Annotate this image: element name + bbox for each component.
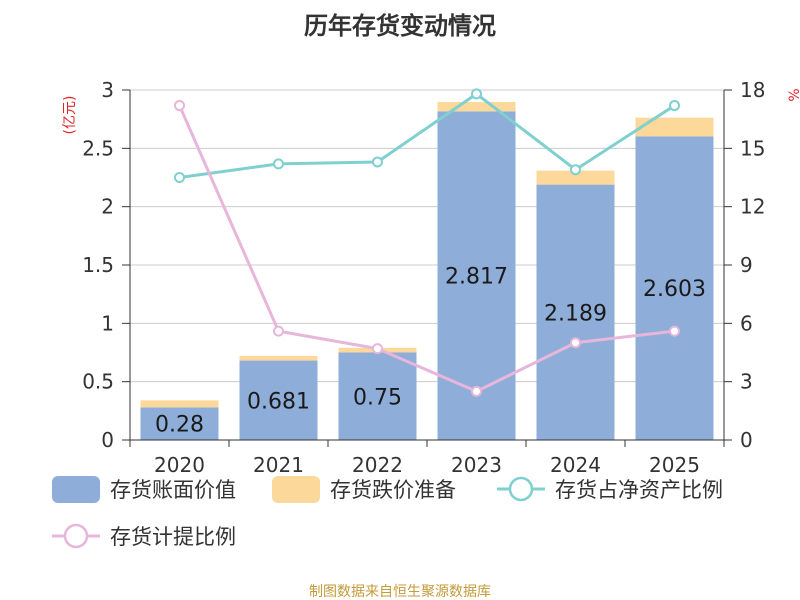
x-axis-tick-label: 2024 <box>550 453 601 477</box>
bar-value-label: 0.28 <box>155 413 204 438</box>
series-lines <box>174 88 680 397</box>
point-net-asset-ratio <box>570 164 581 176</box>
point-net-asset-ratio <box>372 156 383 168</box>
point-net-asset-ratio <box>669 100 680 112</box>
point-net-asset-ratio <box>174 172 185 183</box>
legend-label: 存货计提比例 <box>110 525 236 549</box>
legend-marker <box>508 476 534 502</box>
point-provision-ratio <box>273 325 284 337</box>
point-provision-ratio <box>669 325 680 337</box>
bar-impairment-reserve <box>437 102 516 112</box>
x-axis-tick-label: 2025 <box>649 453 700 477</box>
legend-label: 存货账面价值 <box>110 478 236 502</box>
gridlines <box>130 89 724 383</box>
left-axis-tick-label: 1.5 <box>82 253 114 277</box>
bar-value-label: 2.603 <box>643 277 706 302</box>
line-provision-ratio <box>178 104 675 393</box>
right-axis-tick-label: 18 <box>740 78 765 102</box>
bar-value-label: 2.817 <box>445 265 508 290</box>
bar-book-value <box>239 360 318 440</box>
right-axis-tick-label: 3 <box>740 370 753 394</box>
bar-book-value <box>437 111 516 440</box>
point-net-asset-ratio <box>273 158 284 170</box>
left-axis-unit: (亿元) <box>62 96 78 135</box>
x-axis-tick-label: 2022 <box>352 453 403 477</box>
bar-value-label: 0.75 <box>353 385 402 410</box>
left-axis-tick-label: 0 <box>101 428 114 452</box>
right-axis-unit: % <box>787 88 800 101</box>
legend-label: 存货占净资产比例 <box>555 478 723 502</box>
right-axis-tick-label: 6 <box>740 311 753 335</box>
bar-impairment-reserve <box>536 170 615 185</box>
left-axis-tick-label: 2 <box>101 195 114 219</box>
point-provision-ratio <box>471 385 482 397</box>
line-net-asset-ratio <box>179 92 676 179</box>
axes: 0 0.5 1 1.5 2 2.5 3 0 3 6 9 12 15 18 2020 2021 2022 2023 2… <box>82 78 765 477</box>
x-axis-tick-label: 2023 <box>451 453 502 477</box>
data-source-note: 制图数据来自恒生聚源数据库 <box>309 584 491 600</box>
bar-value-label: 2.189 <box>544 301 607 326</box>
bar-book-value <box>338 352 417 440</box>
right-axis-tick-label: 9 <box>740 253 753 277</box>
legend-swatch <box>52 476 100 503</box>
bars: 0.28 0.681 0.75 2.817 2.189 2.603 <box>140 102 714 441</box>
point-provision-ratio <box>372 343 383 355</box>
x-axis-tick-label: 2021 <box>253 453 304 477</box>
point-provision-ratio <box>174 100 185 112</box>
right-axis-tick-label: 12 <box>740 195 765 219</box>
left-axis-tick-label: 0.5 <box>82 370 114 394</box>
point-net-asset-ratio <box>471 88 482 100</box>
legend-label: 存货跌价准备 <box>330 478 456 502</box>
bar-book-value <box>635 136 714 441</box>
x-axis-tick-label: 2020 <box>154 453 205 477</box>
chart-title: 历年存货变动情况 <box>304 12 496 40</box>
right-axis-tick-label: 15 <box>740 136 765 160</box>
bar-book-value <box>140 407 219 440</box>
left-axis-tick-label: 2.5 <box>82 136 114 160</box>
bar-impairment-reserve <box>140 400 219 408</box>
bar-impairment-reserve <box>239 355 318 361</box>
left-axis-tick-label: 3 <box>101 78 114 102</box>
legend-swatch <box>272 476 320 503</box>
bar-value-label: 0.681 <box>247 389 310 414</box>
right-axis-tick-label: 0 <box>740 428 753 452</box>
bar-impairment-reserve <box>635 117 714 137</box>
left-axis-tick-label: 1 <box>101 311 114 335</box>
point-provision-ratio <box>570 337 581 349</box>
legend-marker <box>63 523 89 549</box>
bar-book-value <box>536 184 615 440</box>
